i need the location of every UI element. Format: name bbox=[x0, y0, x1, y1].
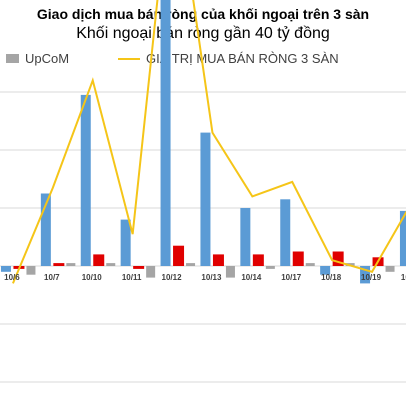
bar-hose-8 bbox=[320, 266, 331, 275]
bar-hnx-5 bbox=[212, 254, 224, 266]
bar-hose-6 bbox=[240, 208, 251, 266]
bar-hnx-3 bbox=[133, 266, 145, 269]
chart-title: Giao dịch mua bán ròng của khối ngoại tr… bbox=[36, 6, 370, 22]
bar-upcom-5 bbox=[225, 266, 235, 278]
legend-item-net: GIÁ TRỊ MUA BÁN RÒNG 3 SÀN bbox=[118, 51, 339, 66]
x-tick-10: 10/20 bbox=[401, 273, 406, 282]
x-tick-2: 10/10 bbox=[82, 273, 103, 282]
legend-label-upcom: UpCoM bbox=[25, 51, 70, 66]
bar-hnx-6 bbox=[252, 254, 264, 266]
x-tick-9: 10/19 bbox=[361, 273, 382, 282]
bar-upcom-4 bbox=[186, 263, 196, 266]
bar-upcom-6 bbox=[265, 266, 275, 269]
bar-upcom-0 bbox=[26, 266, 36, 275]
bar-hose-7 bbox=[280, 199, 291, 266]
x-tick-7: 10/17 bbox=[281, 273, 302, 282]
x-tick-1: 10/7 bbox=[44, 273, 60, 282]
bar-hose-2 bbox=[80, 94, 91, 267]
bar-hnx-8 bbox=[332, 251, 344, 266]
bar-hnx-1 bbox=[53, 263, 65, 266]
chart-subtitle: Khối ngoại bán ròng gần 40 tỷ đồng bbox=[76, 25, 330, 42]
bar-upcom-2 bbox=[106, 263, 116, 266]
bar-upcom-7 bbox=[305, 263, 315, 266]
bar-hose-3 bbox=[120, 219, 131, 266]
bar-hnx-7 bbox=[292, 251, 304, 266]
line-net-3-san bbox=[12, 0, 406, 284]
legend-item-upcom: UpCoM bbox=[6, 51, 69, 66]
x-tick-labels: 10/6 10/7 10/10 10/11 10/12 10/13 10/14 10/17 10… bbox=[4, 273, 406, 282]
bar-hose-0 bbox=[0, 266, 11, 272]
x-tick-3: 10/11 bbox=[122, 273, 142, 282]
x-tick-0: 10/6 bbox=[4, 273, 20, 282]
bar-hose-9 bbox=[360, 266, 371, 284]
bar-hnx-2 bbox=[93, 254, 105, 266]
x-tick-8: 10/18 bbox=[321, 273, 342, 282]
bar-upcom-3 bbox=[146, 266, 156, 278]
x-tick-6: 10/14 bbox=[241, 273, 262, 282]
bar-hose-5 bbox=[200, 132, 211, 266]
legend-label-net: GIÁ TRỊ MUA BÁN RÒNG 3 SÀN bbox=[146, 51, 339, 66]
bar-hose-1 bbox=[40, 193, 51, 266]
bar-hose-4 bbox=[160, 0, 171, 267]
bars bbox=[0, 0, 406, 284]
legend: UpCoM GIÁ TRỊ MUA BÁN RÒNG 3 SÀN bbox=[0, 51, 406, 71]
bar-upcom-9 bbox=[385, 266, 395, 272]
bar-upcom-1 bbox=[66, 263, 76, 266]
legend-line-net bbox=[118, 57, 140, 60]
bar-hose-10 bbox=[399, 210, 406, 266]
bar-hnx-4 bbox=[173, 245, 185, 266]
x-tick-5: 10/13 bbox=[201, 273, 222, 282]
x-tick-4: 10/12 bbox=[162, 273, 183, 282]
legend-swatch-upcom bbox=[6, 54, 19, 63]
net-line bbox=[12, 0, 406, 284]
